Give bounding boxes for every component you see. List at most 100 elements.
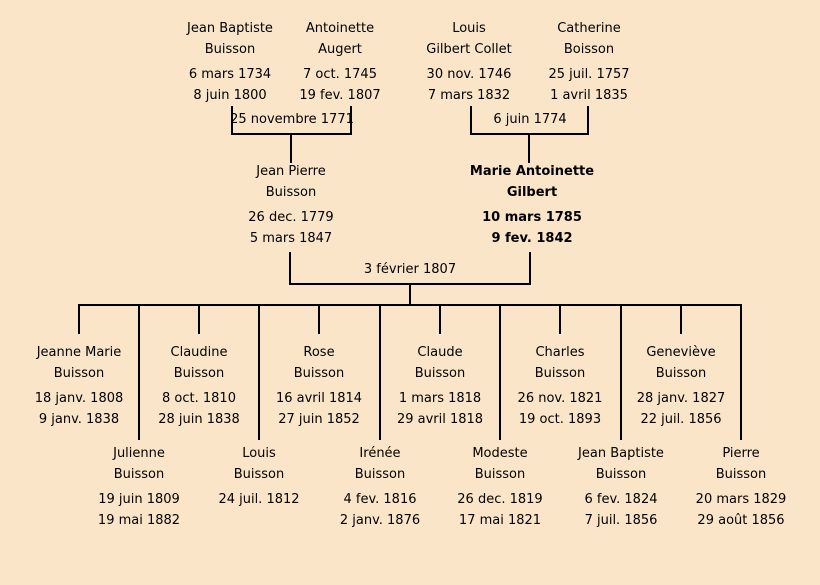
birth-date: 4 fev. 1816	[343, 492, 417, 507]
marriage3-child-line	[409, 283, 411, 306]
person-name: Antoinette	[305, 21, 375, 36]
birth-date: 6 fev. 1824	[584, 492, 658, 507]
person-antoinette-augert: Antoinette Augert 7 oct. 1745 19 fev. 18…	[265, 18, 415, 106]
child-drop-pierre	[740, 304, 742, 440]
marriage2-date-label: 6 juin 1774	[493, 112, 567, 127]
birth-date: 7 oct. 1745	[303, 67, 377, 82]
person-name: Louis	[242, 446, 276, 461]
person-name: Jeanne Marie	[36, 345, 122, 360]
person-marie-antoinette-gilbert: Marie Antoinette Gilbert 10 mars 1785 9 …	[457, 161, 607, 249]
birth-date: 25 juil. 1757	[548, 67, 630, 82]
person-name: Buisson	[595, 467, 647, 482]
birth-date: 28 janv. 1827	[636, 391, 726, 406]
person-name: Buisson	[113, 467, 165, 482]
child-drop-modeste	[499, 304, 501, 440]
death-date: 9 janv. 1838	[38, 412, 120, 427]
birth-date: 19 juin 1809	[98, 492, 180, 507]
person-name: Buisson	[655, 366, 707, 381]
person-name: Irénée	[359, 446, 401, 461]
birth-date: 26 dec. 1779	[248, 210, 334, 225]
birth-date: 24 juil. 1812	[218, 492, 300, 507]
person-rose-buisson: Rose Buisson 16 avril 1814 27 juin 1852	[244, 342, 394, 430]
death-date: 2 janv. 1876	[339, 513, 421, 528]
child-drop-charles	[559, 304, 561, 334]
death-date: 7 juil. 1856	[584, 513, 658, 528]
person-name: Buisson	[233, 467, 285, 482]
birth-date: 26 nov. 1821	[517, 391, 603, 406]
child-drop-julienne	[138, 304, 140, 440]
person-name: Marie Antoinette	[469, 164, 595, 179]
marriage2-right-line	[587, 106, 589, 135]
death-date: 19 fev. 1807	[299, 88, 381, 103]
sibling-rail	[78, 304, 742, 306]
person-name: Julienne	[113, 446, 165, 461]
person-genevieve-buisson: Geneviève Buisson 28 janv. 1827 22 juil.…	[606, 342, 756, 430]
birth-date: 18 janv. 1808	[34, 391, 124, 406]
person-name: Gilbert	[506, 185, 558, 200]
child-drop-genevieve	[680, 304, 682, 334]
person-name: Gilbert Collet	[426, 42, 512, 57]
death-date: 9 fev. 1842	[491, 231, 573, 246]
person-name: Boisson	[563, 42, 615, 57]
person-name: Buisson	[354, 467, 406, 482]
birth-date: 20 mars 1829	[695, 492, 787, 507]
death-date: 8 juin 1800	[193, 88, 267, 103]
birth-date: 8 oct. 1810	[162, 391, 236, 406]
birth-date: 1 mars 1818	[398, 391, 482, 406]
person-name: Jean Baptiste	[187, 21, 273, 36]
person-name: Charles	[535, 345, 585, 360]
person-irenee-buisson: Irénée Buisson 4 fev. 1816 2 janv. 1876	[305, 443, 455, 531]
birth-date: 26 dec. 1819	[457, 492, 543, 507]
marriage1-left-line	[231, 106, 233, 135]
person-jean-pierre-buisson: Jean Pierre Buisson 26 dec. 1779 5 mars …	[216, 161, 366, 249]
child-drop-irenee	[379, 304, 381, 440]
person-name: Jean Baptiste	[578, 446, 664, 461]
death-date: 19 oct. 1893	[518, 412, 602, 427]
person-name: Louis	[452, 21, 486, 36]
death-date: 29 août 1856	[697, 513, 785, 528]
child-drop-jean-baptiste	[620, 304, 622, 440]
death-date: 29 avril 1818	[396, 412, 484, 427]
person-name: Augert	[318, 42, 362, 57]
marriage1-date-label: 25 novembre 1771	[230, 112, 354, 127]
person-name: Catherine	[557, 21, 621, 36]
person-julienne-buisson: Julienne Buisson 19 juin 1809 19 mai 188…	[64, 443, 214, 531]
marriage2-left-line	[470, 106, 472, 135]
marriage2-child-line	[528, 133, 530, 163]
person-name: Jean Pierre	[256, 164, 326, 179]
person-name: Rose	[303, 345, 335, 360]
person-name: Pierre	[722, 446, 760, 461]
person-name: Modeste	[472, 446, 528, 461]
birth-date: 16 avril 1814	[275, 391, 363, 406]
person-louis-gilbert-collet: Louis Gilbert Collet 30 nov. 1746 7 mars…	[394, 18, 544, 106]
birth-date: 10 mars 1785	[482, 210, 582, 225]
person-name: Buisson	[474, 467, 526, 482]
person-name: Claudine	[170, 345, 228, 360]
person-name: Buisson	[53, 366, 105, 381]
marriage1-right-line	[350, 106, 352, 135]
person-name: Buisson	[715, 467, 767, 482]
person-claude-buisson: Claude Buisson 1 mars 1818 29 avril 1818	[365, 342, 515, 430]
birth-date: 6 mars 1734	[188, 67, 272, 82]
person-pierre-buisson: Pierre Buisson 20 mars 1829 29 août 1856	[666, 443, 816, 531]
person-name: Buisson	[414, 366, 466, 381]
child-drop-claudine	[198, 304, 200, 334]
person-claudine-buisson: Claudine Buisson 8 oct. 1810 28 juin 183…	[124, 342, 274, 430]
death-date: 22 juil. 1856	[640, 412, 722, 427]
person-name: Geneviève	[646, 345, 716, 360]
person-name: Buisson	[265, 185, 317, 200]
person-name: Buisson	[293, 366, 345, 381]
marriage3-left-line	[289, 252, 291, 285]
child-drop-rose	[318, 304, 320, 334]
death-date: 28 juin 1838	[158, 412, 240, 427]
person-louis-buisson: Louis Buisson 24 juil. 1812	[184, 443, 334, 510]
person-name: Buisson	[173, 366, 225, 381]
death-date: 7 mars 1832	[427, 88, 511, 103]
person-name: Claude	[417, 345, 463, 360]
child-drop-louis	[258, 304, 260, 440]
person-charles-buisson: Charles Buisson 26 nov. 1821 19 oct. 189…	[485, 342, 635, 430]
person-modeste-buisson: Modeste Buisson 26 dec. 1819 17 mai 1821	[425, 443, 575, 531]
person-name: Buisson	[534, 366, 586, 381]
marriage1-child-line	[290, 133, 292, 163]
